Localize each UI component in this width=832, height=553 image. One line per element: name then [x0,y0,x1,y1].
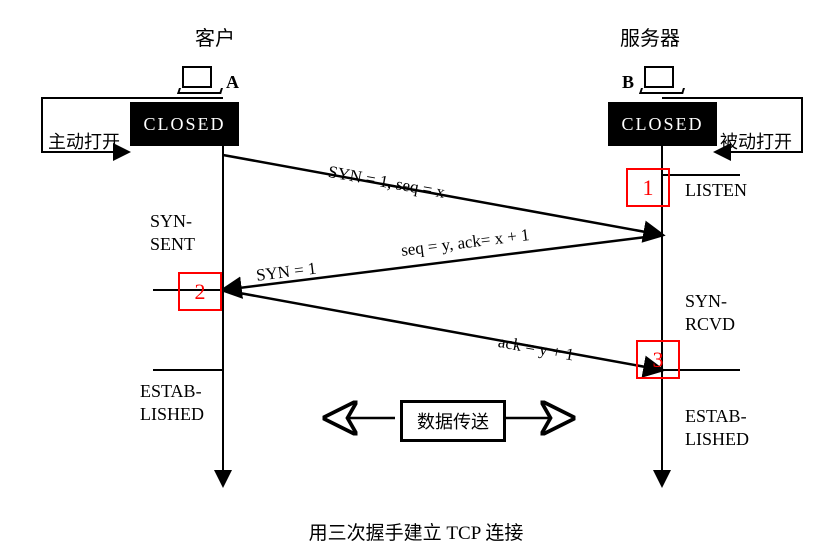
msg2-label-bot: SYN = 1 [255,259,318,286]
msg2-label-top: seq = y, ack= x + 1 [400,225,531,261]
client-title: 客户 [195,22,235,51]
diagram-lines [0,0,832,553]
closed-client: CLOSED [130,102,239,146]
host-icon-client [178,66,218,96]
state-estab-server-l2: LISHED [685,429,749,449]
msg3-arrow [223,290,662,370]
state-syn-rcvd-l1: SYN- [685,291,727,311]
state-listen: LISTEN [685,180,747,201]
diagram-caption: 用三次握手建立 TCP 连接 [0,518,832,545]
server-letter: B [622,72,634,93]
state-syn-sent-l1: SYN- [150,211,192,231]
state-estab-server: ESTAB- LISHED [685,405,749,452]
step-2: 2 [178,272,222,311]
active-open-label: 主动打开 [48,128,120,154]
step-3: 3 [636,340,680,379]
state-estab-server-l1: ESTAB- [685,406,747,426]
closed-server: CLOSED [608,102,717,146]
msg3-label: ack = y + 1 [496,332,575,365]
server-title: 服务器 [620,22,680,51]
client-letter: A [226,72,239,93]
state-syn-rcvd: SYN- RCVD [685,290,735,337]
host-icon-server [640,66,680,96]
step-1: 1 [626,168,670,207]
state-estab-client-l1: ESTAB- [140,381,202,401]
state-syn-sent-l2: SENT [150,234,195,254]
state-estab-client-l2: LISHED [140,404,204,424]
state-syn-sent: SYN- SENT [150,210,195,257]
passive-open-label: 被动打开 [720,128,792,154]
data-transfer-box: 数据传送 [400,400,506,442]
state-syn-rcvd-l2: RCVD [685,314,735,334]
diagram-stage: 客户 A 服务器 B CLOSED CLOSED 主动打开 被动打开 SYN- … [0,0,832,553]
msg1-label: SYN = 1, seq = x [326,162,446,203]
state-estab-client: ESTAB- LISHED [140,380,204,427]
